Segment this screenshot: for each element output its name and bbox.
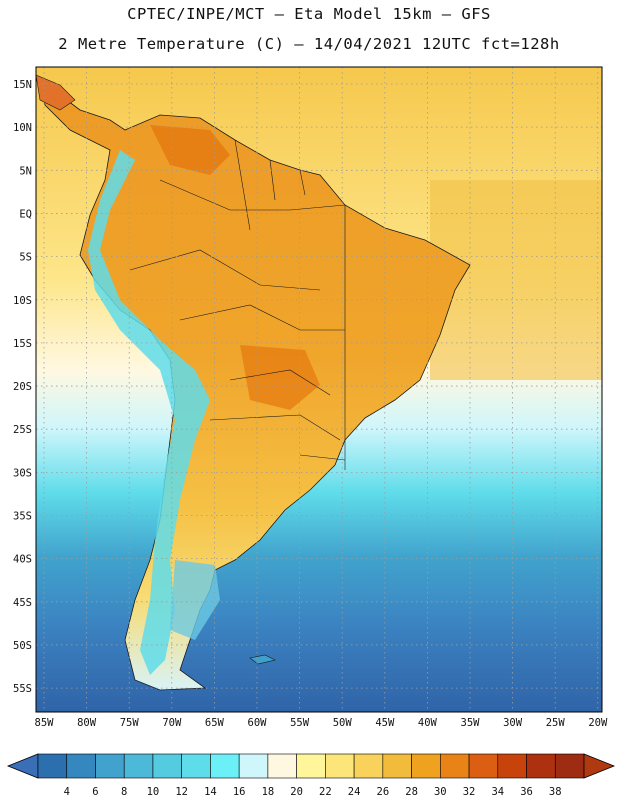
latitude-labels: 15N 10N 5N EQ 5S 10S 15S 20S 25S 30S 35S 40S 45S 50S 5… bbox=[13, 79, 32, 695]
patagonia-cool bbox=[170, 560, 220, 640]
colorbar-tick-label: 22 bbox=[319, 786, 332, 798]
colorbar-swatch bbox=[37, 753, 68, 779]
lat-label: 50S bbox=[13, 640, 32, 652]
lat-label: 40S bbox=[13, 554, 32, 566]
colorbar-tick-label: 4 bbox=[64, 786, 70, 798]
colorbar-tick-label: 24 bbox=[348, 786, 361, 798]
colorbar-swatch bbox=[95, 753, 125, 779]
lat-label: 5S bbox=[19, 252, 32, 264]
lat-label: 15N bbox=[13, 79, 32, 91]
colorbar-swatch bbox=[296, 753, 326, 779]
colorbar-tick-label: 36 bbox=[520, 786, 533, 798]
colorbar-tick-label: 30 bbox=[434, 786, 447, 798]
hot-region-north bbox=[150, 125, 230, 175]
lat-label: EQ bbox=[19, 208, 32, 220]
colorbar-tick-labels: 4 6 8 10 12 14 16 18 20 22 24 26 28 30 32 34 36 38 bbox=[64, 786, 562, 798]
lon-label: 55W bbox=[290, 717, 310, 729]
hot-region-central bbox=[240, 345, 320, 410]
lat-label: 35S bbox=[13, 511, 32, 523]
colorbar-tick-label: 16 bbox=[233, 786, 246, 798]
colorbar-swatch bbox=[210, 753, 240, 779]
colorbar-tick-label: 6 bbox=[92, 786, 98, 798]
lon-label: 50W bbox=[333, 717, 353, 729]
colorbar-swatch bbox=[411, 753, 441, 779]
lon-label: 75W bbox=[120, 717, 140, 729]
colorbar-tick-label: 32 bbox=[463, 786, 476, 798]
colorbar-swatch bbox=[325, 753, 355, 779]
lat-label: 30S bbox=[13, 467, 32, 479]
colorbar-swatches bbox=[37, 753, 585, 779]
lon-label: 85W bbox=[35, 717, 55, 729]
andes-cold-strip bbox=[88, 150, 210, 675]
colorbar-tick-label: 8 bbox=[121, 786, 127, 798]
lat-label: 5N bbox=[19, 165, 32, 177]
lon-label: 25W bbox=[546, 717, 566, 729]
colorbar-tick-label: 34 bbox=[491, 786, 504, 798]
colorbar-swatch bbox=[66, 753, 96, 779]
colorbar-tick-label: 18 bbox=[262, 786, 275, 798]
lat-label: 10N bbox=[13, 122, 32, 134]
lat-label: 15S bbox=[13, 338, 32, 350]
lon-label: 80W bbox=[77, 717, 97, 729]
lat-label: 10S bbox=[13, 295, 32, 307]
colorbar-swatch bbox=[526, 753, 556, 779]
colorbar-swatch bbox=[440, 753, 470, 779]
lat-label: 55S bbox=[13, 683, 32, 695]
colorbar-swatch bbox=[468, 753, 499, 779]
lon-label: 40W bbox=[418, 717, 438, 729]
colorbar-tick-label: 26 bbox=[377, 786, 390, 798]
lon-label: 35W bbox=[461, 717, 481, 729]
colorbar-tick-label: 12 bbox=[175, 786, 188, 798]
lat-label: 20S bbox=[13, 381, 32, 393]
colorbar-swatch bbox=[382, 753, 412, 779]
lon-label: 70W bbox=[162, 717, 182, 729]
colorbar-swatch bbox=[123, 753, 154, 779]
colorbar-swatch bbox=[554, 753, 585, 779]
lon-label: 60W bbox=[248, 717, 268, 729]
colorbar-left-arrow bbox=[6, 753, 39, 779]
colorbar: 4 6 8 10 12 14 16 18 20 22 24 26 28 30 32 34 36 38 bbox=[6, 753, 616, 798]
map-title-line-2: 2 Metre Temperature (C) – 14/04/2021 12U… bbox=[58, 35, 560, 53]
falkland-islands bbox=[249, 654, 276, 665]
map-title-line-1: CPTEC/INPE/MCT – Eta Model 15km – GFS bbox=[127, 5, 491, 23]
longitude-labels: 85W 80W 75W 70W 65W 60W 55W 50W 45W 40W 35W 30W 25W 2… bbox=[35, 717, 608, 729]
colorbar-swatch bbox=[152, 753, 182, 779]
colorbar-tick-label: 10 bbox=[147, 786, 160, 798]
map-area bbox=[36, 67, 602, 712]
colorbar-swatch bbox=[267, 753, 297, 779]
map-frame bbox=[35, 66, 603, 713]
colorbar-swatch bbox=[238, 753, 269, 779]
country-borders bbox=[129, 139, 346, 470]
lon-label: 65W bbox=[205, 717, 225, 729]
central-america-land bbox=[36, 74, 76, 111]
lat-label: 25S bbox=[13, 424, 32, 436]
colorbar-tick-label: 38 bbox=[549, 786, 562, 798]
colorbar-right-arrow bbox=[583, 753, 616, 779]
lat-label: 45S bbox=[13, 597, 32, 609]
lon-label: 45W bbox=[375, 717, 395, 729]
lon-label: 30W bbox=[503, 717, 523, 729]
colorbar-tick-label: 20 bbox=[290, 786, 303, 798]
colorbar-tick-label: 14 bbox=[204, 786, 217, 798]
colorbar-tick-label: 28 bbox=[405, 786, 418, 798]
colorbar-swatch bbox=[497, 753, 527, 779]
colorbar-swatch bbox=[181, 753, 211, 779]
colorbar-swatch bbox=[353, 753, 384, 779]
lon-label: 20W bbox=[588, 717, 608, 729]
